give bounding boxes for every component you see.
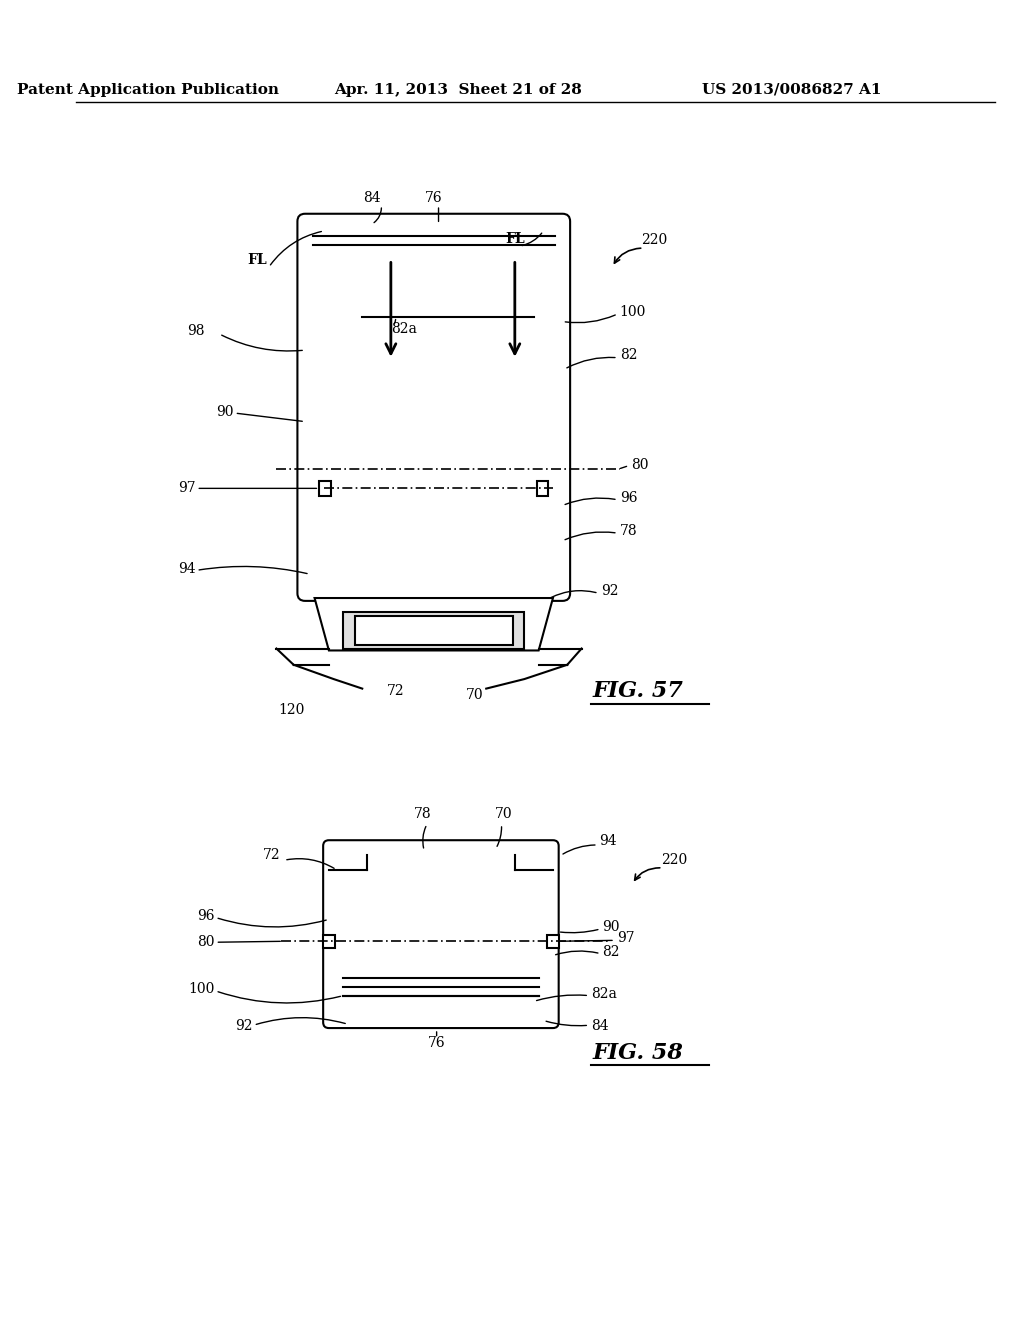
Polygon shape	[314, 598, 553, 651]
Text: 82a: 82a	[591, 987, 617, 1001]
Text: FL: FL	[248, 252, 267, 267]
Bar	[354, 616, 513, 644]
Text: 82a: 82a	[391, 322, 417, 337]
Bar	[537, 480, 548, 496]
Text: 96: 96	[620, 491, 637, 506]
Text: 94: 94	[178, 562, 196, 577]
Text: 80: 80	[197, 936, 214, 949]
Text: 70: 70	[466, 688, 483, 702]
Text: 76: 76	[425, 190, 442, 205]
Text: 94: 94	[599, 834, 616, 849]
Text: 100: 100	[188, 982, 214, 997]
Text: 100: 100	[620, 305, 646, 319]
Text: FL: FL	[505, 231, 524, 246]
Text: 82: 82	[602, 945, 621, 958]
Text: 120: 120	[279, 702, 305, 717]
Text: 220: 220	[660, 853, 687, 867]
FancyBboxPatch shape	[297, 214, 570, 601]
Text: FIG. 57: FIG. 57	[593, 680, 684, 701]
Text: 92: 92	[601, 585, 618, 598]
Text: 90: 90	[216, 405, 233, 418]
Text: 220: 220	[641, 234, 667, 247]
Text: 76: 76	[428, 1036, 445, 1051]
Text: 90: 90	[602, 920, 621, 935]
Text: 92: 92	[236, 1019, 253, 1034]
Text: 96: 96	[197, 908, 214, 923]
Text: 98: 98	[186, 323, 204, 338]
Text: FIG. 58: FIG. 58	[593, 1041, 684, 1064]
Text: 80: 80	[631, 458, 648, 471]
FancyBboxPatch shape	[324, 841, 559, 1028]
Text: 78: 78	[414, 808, 431, 821]
Text: 82: 82	[620, 348, 637, 362]
Text: 97: 97	[616, 932, 635, 945]
Text: Patent Application Publication: Patent Application Publication	[16, 83, 279, 96]
Bar	[343, 612, 524, 648]
Text: 72: 72	[263, 849, 281, 862]
Text: 78: 78	[620, 524, 637, 539]
Text: 97: 97	[178, 482, 196, 495]
Bar	[547, 935, 559, 948]
Bar	[324, 935, 335, 948]
Text: 70: 70	[495, 808, 512, 821]
Bar	[319, 480, 331, 496]
Text: US 2013/0086827 A1: US 2013/0086827 A1	[701, 83, 881, 96]
Text: Apr. 11, 2013  Sheet 21 of 28: Apr. 11, 2013 Sheet 21 of 28	[334, 83, 582, 96]
Text: 72: 72	[387, 684, 404, 697]
Text: 84: 84	[362, 190, 381, 205]
Text: 84: 84	[591, 1019, 608, 1034]
